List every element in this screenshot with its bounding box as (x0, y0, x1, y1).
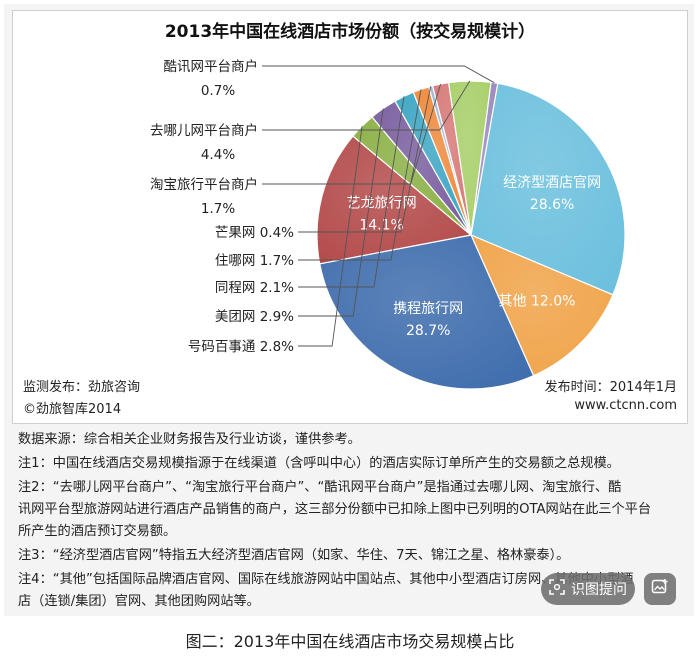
note-source: 数据来源：综合相关企业财务报告及行业访谈，谨供参考。 (18, 432, 361, 447)
slice-label-7: 同程网 2.1% (215, 280, 294, 296)
scan-icon (549, 579, 565, 599)
leader-line-11 (262, 80, 471, 131)
chart-card: 2013年中国在线酒店市场份额（按交易规模计） 经济型酒店官网 28.6% 其他 12… (12, 10, 688, 424)
save-image-button[interactable] (644, 573, 676, 605)
pie-slice-3 (319, 234, 535, 390)
figure-frame: 2013年中国在线酒店市场份额（按交易规模计） 经济型酒店官网 28.6% 其他 12… (4, 4, 694, 616)
note-2-line-2: 讯网平台型旅游网站进行酒店产品销售的商户，这三部分份额中已扣除上图中已列明的OT… (18, 502, 652, 517)
note-2-line-3: 所产生的酒店预订交易额。 (18, 524, 177, 539)
leader-line-8 (298, 89, 422, 261)
note-3: 注3：“经济型酒店官网”特指五大经济型酒店官网（如家、华住、7天、锦江之星、格林… (18, 548, 570, 563)
slice-value-10: 1.7% (201, 201, 235, 217)
website-text[interactable]: www.ctcnn.com (574, 398, 677, 413)
leader-line-6 (298, 108, 384, 317)
pie-slice-1 (470, 82, 626, 296)
slice-label-12: 酷讯网平台商户 (164, 58, 259, 75)
slice-value-4: 14.1% (359, 218, 403, 234)
leader-line-7 (298, 96, 405, 288)
image-icon (651, 578, 669, 600)
leader-line-5 (298, 126, 363, 347)
publish-date-text: 发布时间：2014年1月 (544, 380, 677, 395)
pie-chart: 2013年中国在线酒店市场份额（按交易规模计） 经济型酒店官网 28.6% 其他 12… (150, 21, 626, 390)
slice-label-1: 经济型酒店官网 (503, 175, 601, 191)
chart-title: 2013年中国在线酒店市场份额（按交易规模计） (165, 21, 535, 42)
slice-label-3: 携程旅行网 (393, 301, 463, 317)
slice-value-1: 28.6% (530, 197, 574, 213)
slice-label-6: 美团网 2.9% (215, 309, 294, 325)
slice-label-5: 号码百事通 2.8% (188, 339, 294, 355)
leader-line-12 (262, 65, 495, 84)
note-4-line-2: 店（连锁/集团）官网、其他团购网站等。 (18, 594, 260, 609)
leader-line-9 (298, 86, 432, 233)
note-2-line-1: 注2：“去哪儿网平台商户”、“淘宝旅行平台商户”、“酷讯网平台商户”是指通过去哪… (18, 480, 622, 495)
image-question-label: 识图提问 (571, 582, 627, 598)
pie-slice-2 (469, 233, 614, 377)
slice-label-11: 去哪儿网平台商户 (150, 122, 258, 139)
note-4-line-1: 注4：“其他”包括国际品牌酒店官网、国际在线旅游网站中国站点、其他中小型酒店订房… (18, 572, 634, 587)
slice-label-9: 芒果网 0.4% (215, 225, 294, 241)
slice-label-8: 住哪网 1.7% (215, 253, 294, 269)
slice-label-4: 艺龙旅行网 (347, 196, 417, 212)
image-question-button[interactable]: 识图提问 (541, 573, 635, 605)
publisher-text: 监测发布：劲旅咨询 (23, 380, 141, 395)
slice-label-2: 其他 12.0% (499, 294, 576, 310)
note-1: 注1：中国在线酒店交易规模指源于在线渠道（含呼叫中心）的酒店实际订单所产生的交易… (18, 456, 620, 471)
figure-caption: 图二：2013年中国在线酒店市场交易规模占比 (185, 632, 515, 651)
slice-value-12: 0.7% (201, 83, 235, 99)
copyright-text: ©劲旅智库2014 (23, 402, 122, 417)
slice-label-10: 淘宝旅行平台商户 (150, 176, 258, 193)
slice-value-11: 4.4% (201, 147, 235, 163)
slice-value-3: 28.7% (406, 323, 450, 339)
